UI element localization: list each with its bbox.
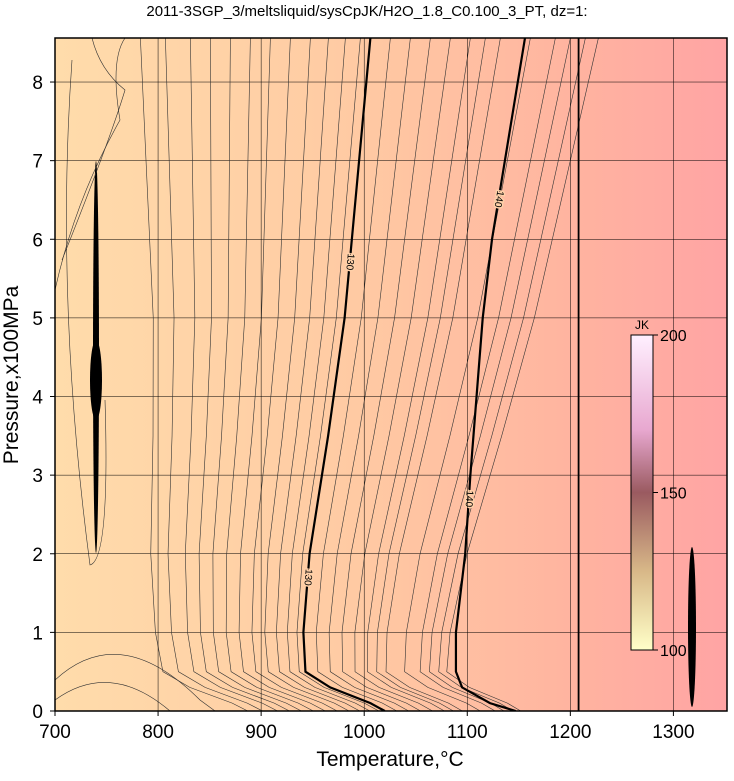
- contour-label: 140: [492, 190, 506, 209]
- y-axis-label: Pressure,x100MPa: [0, 285, 23, 464]
- plot-area: 130 130 140 140: [55, 38, 727, 711]
- minor-contour: [341, 38, 431, 711]
- minor-contour: [61, 38, 126, 261]
- minor-contour: [251, 38, 338, 711]
- y-tick-label: 1: [32, 623, 43, 644]
- x-tick-label: 800: [142, 722, 174, 743]
- contour-label: 140: [463, 490, 475, 508]
- y-tick-label: 8: [32, 73, 43, 94]
- minor-contour: [296, 38, 379, 711]
- y-tick-label: 3: [32, 466, 43, 487]
- x-tick-label: 1100: [447, 722, 488, 743]
- minor-contour: [165, 38, 263, 711]
- x-tick-label: 1300: [652, 722, 694, 743]
- minor-contour: [276, 38, 360, 711]
- y-tick-label: 2: [32, 545, 43, 566]
- minor-contour: [264, 38, 350, 711]
- minor-contour: [429, 38, 571, 711]
- minor-contour: [55, 38, 126, 291]
- minor-contour: [376, 38, 486, 711]
- colorbar-tick-label: 200: [660, 328, 687, 345]
- y-tick-label: 4: [32, 388, 43, 409]
- minor-contour: [315, 38, 397, 711]
- minor-contour: [354, 38, 451, 711]
- minor-contour: [55, 682, 171, 711]
- ellipse-marker: [688, 547, 696, 707]
- ellipse-marker: [90, 340, 102, 420]
- colorbar-tick-label: 150: [660, 486, 687, 503]
- minor-contour: [55, 653, 216, 711]
- minor-contour: [238, 38, 326, 711]
- minor-contour: [438, 38, 586, 711]
- y-tick-label: 5: [32, 309, 43, 330]
- x-tick-label: 700: [39, 722, 71, 743]
- minor-contour: [66, 59, 107, 566]
- minor-contour: [225, 38, 314, 711]
- minor-contour: [446, 38, 599, 711]
- y-tick-label: 6: [32, 230, 43, 251]
- colorbar-tick-label: 100: [660, 643, 687, 660]
- minor-contour: [184, 38, 278, 711]
- chart-title: 2011-3SGP_3/meltsliquid/sysCpJK/H2O_1.8_…: [146, 3, 587, 20]
- contour-line: [302, 38, 386, 711]
- plot-frame: [54, 37, 728, 712]
- minor-contour: [140, 38, 248, 711]
- x-tick-label: 1000: [343, 722, 385, 743]
- x-tick-label: 900: [245, 722, 277, 743]
- minor-contour: [328, 38, 411, 711]
- minor-contour: [212, 38, 302, 711]
- minor-contour: [419, 38, 556, 711]
- colorbar-label: JK: [635, 318, 649, 332]
- minor-contour: [198, 38, 290, 711]
- minor-contour: [404, 38, 531, 711]
- plot-background: [55, 38, 727, 711]
- y-tick-label: 0: [32, 702, 43, 723]
- y-tick-label: 7: [32, 152, 43, 173]
- x-tick-label: 1200: [549, 722, 591, 743]
- contour-line: [454, 38, 527, 711]
- minor-contour: [385, 38, 501, 711]
- x-axis-label: Temperature,°C: [316, 748, 463, 771]
- colorbar: [630, 334, 654, 651]
- minor-contour: [287, 38, 371, 711]
- contour-label: 130: [301, 569, 313, 587]
- contour-label: 130: [343, 253, 356, 271]
- minor-contour: [367, 38, 471, 711]
